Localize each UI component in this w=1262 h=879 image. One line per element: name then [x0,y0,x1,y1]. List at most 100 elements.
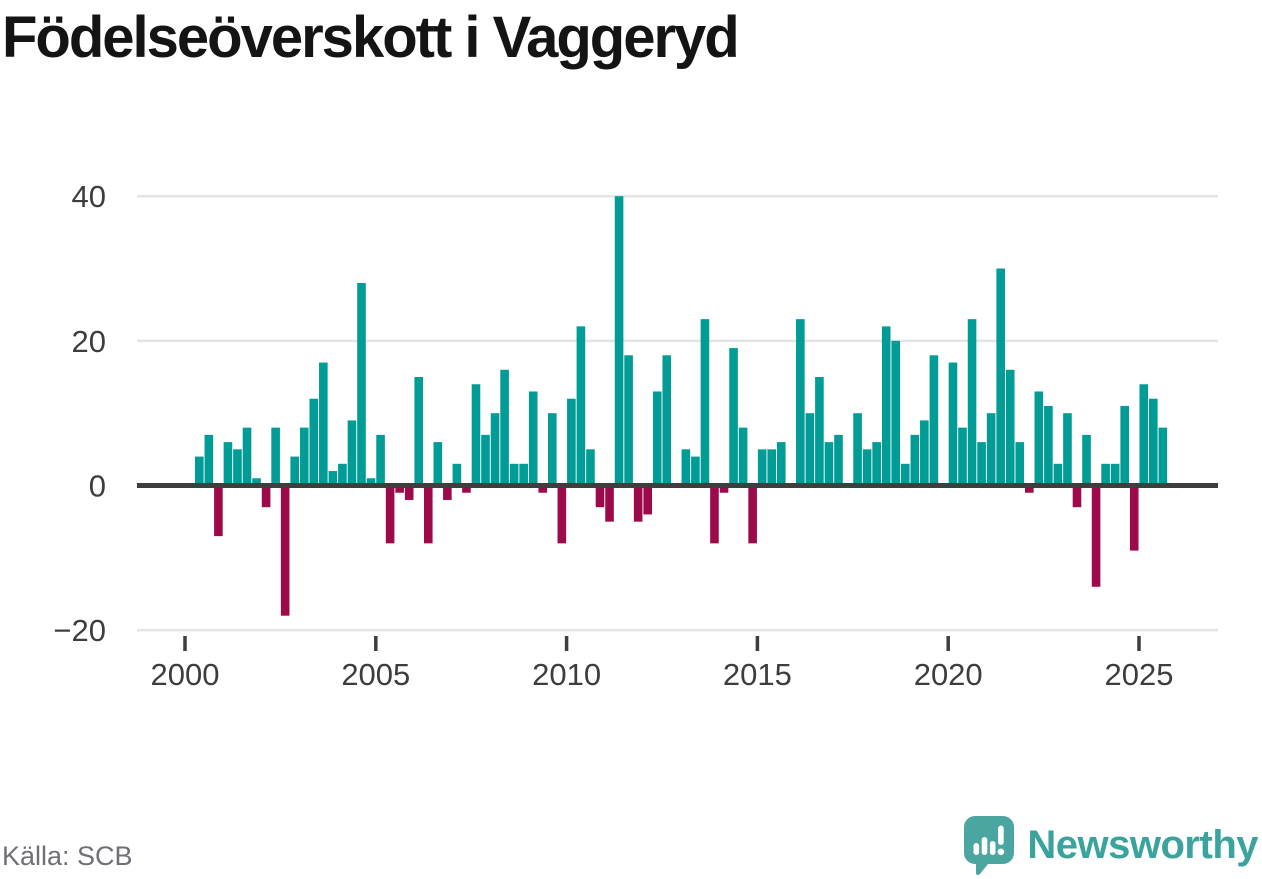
y-tick-label: −20 [53,613,106,648]
bar-2005Q3 [395,485,404,493]
bar-2022Q2 [1034,391,1044,486]
x-tick-label: 2010 [532,657,601,692]
bar-2021Q4 [1015,442,1025,486]
bar-2010Q3 [586,449,595,486]
newsworthy-wordmark: Newsworthy [1027,823,1258,867]
chart-title: Födelseöverskott i Vaggeryd [2,5,740,70]
bar-2006Q3 [433,442,443,486]
bar-2010Q1 [567,398,576,486]
bar-2005Q2 [385,485,395,544]
bar-2011Q1 [605,485,614,522]
bar-2023Q4 [1091,485,1101,587]
y-tick-label: 20 [72,324,106,359]
bar-2006Q4 [443,485,452,500]
x-axis: 2000 2005 2010 2015 2020 2025 [151,636,1174,692]
bar-2005Q4 [404,485,414,500]
bar-2009Q4 [557,485,567,544]
bar-2007Q4 [481,434,490,486]
bar-2005Q1 [376,434,385,486]
bar-2009Q1 [528,391,538,486]
bar-2020Q2 [958,427,967,486]
bar-2019Q3 [929,355,939,486]
bar-2017Q3 [853,413,862,486]
bar-2003Q2 [309,398,319,486]
bar-2007Q2 [462,485,471,493]
bar-2017Q4 [862,449,872,486]
bar-2008Q3 [509,463,519,486]
bar-2014Q4 [748,485,757,544]
bar-2023Q2 [1072,485,1082,508]
bar-2022Q1 [1024,485,1034,493]
bar-2016Q3 [815,377,824,486]
newsworthy-logo: Newsworthy [962,815,1258,875]
bar-2001Q2 [233,449,242,486]
exclamation-dot [997,848,1005,856]
bar-2006Q2 [423,485,433,544]
bar-2016Q1 [796,319,805,486]
bar-2002Q4 [290,456,300,486]
bar-2016Q2 [805,413,815,486]
x-tick-label: 2020 [914,657,983,692]
bar-2025Q1 [1139,384,1149,486]
bar-2002Q2 [271,427,280,486]
bar-2009Q3 [547,413,557,486]
bar-2011Q3 [624,355,633,486]
bar-2010Q2 [576,326,586,486]
bar-2014Q3 [738,427,748,486]
bar-2018Q3 [891,340,901,486]
bar-2020Q1 [948,362,958,486]
bar-2024Q3 [1120,405,1129,486]
bar-2016Q4 [824,442,834,486]
bar-2000Q2 [195,456,204,486]
bar-2017Q1 [834,434,843,486]
bar-2013Q1 [681,449,691,486]
bar-2019Q1 [910,434,920,486]
bar-2012Q2 [652,391,662,486]
newsworthy-speech-bubble-chart-icon [964,816,1015,875]
bar-2018Q4 [900,463,910,486]
bar-2011Q4 [633,485,643,522]
bar-2004Q4 [366,478,376,486]
y-axis-labels: 40 20 0 −20 [53,179,106,648]
bar-2004Q1 [338,463,347,486]
bar-2009Q2 [538,485,548,493]
bar-2014Q2 [729,348,738,486]
bar-2006Q1 [414,377,424,486]
bar-2002Q1 [261,485,271,508]
bar-2023Q3 [1082,434,1091,486]
bar-2012Q1 [643,485,652,515]
bar-2003Q1 [299,427,309,486]
bar-2013Q3 [700,319,710,486]
bar-2001Q4 [252,478,261,486]
bar-2014Q1 [719,485,729,493]
bar-2020Q4 [977,442,986,486]
x-tick-label: 2025 [1105,657,1174,692]
y-tick-label: 40 [72,179,106,214]
bar-2015Q2 [767,449,777,486]
bar-2025Q2 [1149,398,1158,486]
x-tick-label: 2000 [151,657,220,692]
bar-2021Q2 [996,268,1005,486]
source-caption: Källa: SCB [2,841,133,871]
bars [195,196,1168,616]
bar-2000Q3 [204,434,214,486]
bar-2003Q4 [328,471,338,486]
bar-2015Q1 [757,449,767,486]
exclamation-bar [998,825,1005,845]
x-tick-label: 2005 [341,657,410,692]
bar-2010Q4 [595,485,605,508]
bar-2004Q3 [357,282,366,486]
bar-2025Q3 [1158,427,1168,486]
gridlines [137,194,1218,632]
speech-bubble-shape [964,816,1015,875]
bar-2015Q3 [776,442,786,486]
bar-2023Q1 [1063,413,1072,486]
bar-2021Q3 [1005,369,1015,486]
x-tick-label: 2015 [723,657,792,692]
bar-2004Q2 [347,420,357,486]
bar-2003Q3 [319,362,328,486]
bar-2001Q3 [242,427,252,486]
y-tick-label: 0 [89,469,106,504]
bar-2020Q3 [967,319,977,486]
